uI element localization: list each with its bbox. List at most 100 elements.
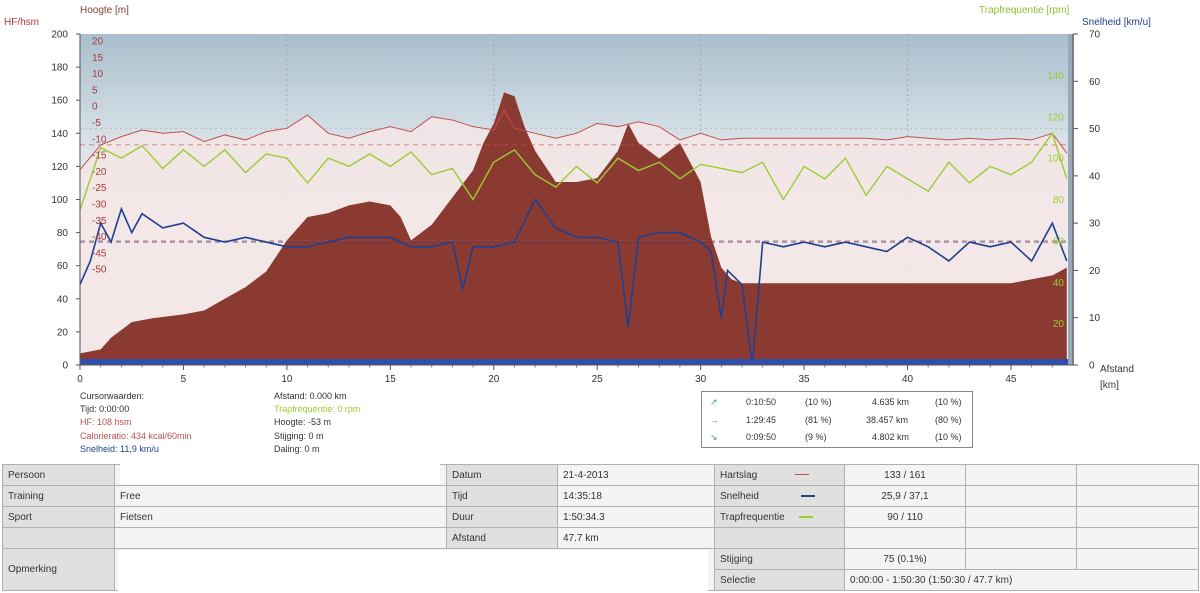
snelheid-label: Snelheid xyxy=(714,485,845,507)
opmerking-label: Opmerking xyxy=(2,548,115,591)
table-row: Sport Fietsen Duur 1:50:34.3 Trapfrequen… xyxy=(2,506,1199,528)
hoogte-tick-label: -45 xyxy=(92,248,107,259)
arrow-right-icon: → xyxy=(710,415,719,425)
snelheid-tick-label: 20 xyxy=(1089,266,1101,277)
trapfrequentie-tick-label: 60 xyxy=(1053,236,1065,247)
snelheid-tick-label: 40 xyxy=(1089,171,1101,182)
stats-dist: 4.635 km xyxy=(872,397,910,407)
training-value: Free xyxy=(114,485,447,507)
trapfrequentie-tick-label: 20 xyxy=(1053,319,1065,330)
trapfrequentie-label: Trapfrequentie xyxy=(714,506,845,528)
arrow-down-right-icon: ↘ xyxy=(710,432,718,442)
stats-row-down: ↘ 0:09:50 (9 %) 4.802 km (10 %) xyxy=(702,432,972,448)
hartslag-line xyxy=(79,109,1068,171)
afstand-label: Afstand xyxy=(446,527,558,549)
trapfrequentie-tick-label: 40 xyxy=(1053,278,1065,289)
hoogte-tick-label: -30 xyxy=(92,200,107,211)
afstand-axis-unit: [km] xyxy=(1100,380,1119,391)
x-axis-bar xyxy=(80,359,1073,365)
hf-tick-label: 120 xyxy=(51,162,68,173)
stats-dist: 38.457 km xyxy=(866,415,909,425)
trapfrequentie-tick-label: 120 xyxy=(1047,112,1064,123)
chart[interactable]: 02040608010012014016018020020151050-5-10… xyxy=(0,0,1200,390)
right-scroll-bar[interactable] xyxy=(1068,34,1074,365)
stats-row-up: ↗ 0:10:50 (10 %) 4.635 km (10 %) xyxy=(702,397,972,413)
afstand-axis-title: Afstand xyxy=(1100,364,1134,375)
hoogte-tick-label: -10 xyxy=(92,134,107,145)
cursor-values-left: Cursorwaarden: Tijd: 0:00:00 HF: 108 hsm… xyxy=(80,390,192,456)
hf-axis-title: HF/hsm xyxy=(4,17,39,28)
table-row: Afstand 47.7 km xyxy=(2,527,1199,549)
sport-label: Sport xyxy=(2,506,115,528)
duur-label: Duur xyxy=(446,506,558,528)
stats-row-flat: → 1:29:45 (81 %) 38.457 km (80 %) xyxy=(702,415,972,431)
hf-tick-label: 160 xyxy=(51,96,68,107)
duur-value: 1:50:34.3 xyxy=(557,506,715,528)
table-row: Selectie 0:00:00 - 1:50:30 (1:50:30 / 47… xyxy=(3,569,1199,591)
stats-dpct: (80 %) xyxy=(935,415,962,425)
hf-tick-label: 40 xyxy=(57,294,69,305)
arrow-up-right-icon: ↗ xyxy=(710,397,718,407)
stats-time: 1:29:45 xyxy=(746,415,777,425)
stats-dist: 4.802 km xyxy=(872,432,910,442)
stats-time: 0:10:50 xyxy=(746,397,777,407)
hoogte-tick-label: -35 xyxy=(92,216,107,227)
tijd-value: 14:35:18 xyxy=(557,485,715,507)
hoogte-tick-label: 0 xyxy=(92,102,98,113)
snelheid-value: 25,9 / 37,1 xyxy=(844,485,966,507)
snelheid-tick-label: 60 xyxy=(1089,77,1101,88)
hoogte-tick-label: 5 xyxy=(92,85,98,96)
cursor-values-right: Afstand: 0.000 km Trapfrequentie: 0 rpm … xyxy=(274,390,360,456)
trapfrequentie-tick-label: 80 xyxy=(1053,195,1065,206)
selectie-value: 0:00:00 - 1:50:30 (1:50:30 / 47.7 km) xyxy=(844,569,1199,591)
afstand-value: 47.7 km xyxy=(557,527,715,549)
snelheid-tick-label: 30 xyxy=(1089,219,1101,230)
hoogte-axis-title: Hoogte [m] xyxy=(80,5,129,16)
stats-pct: (81 %) xyxy=(805,415,832,425)
datum-label: Datum xyxy=(446,464,558,486)
hf-tick-label: 60 xyxy=(57,261,69,272)
hoogte-tick-label: -20 xyxy=(92,167,107,178)
hf-tick-label: 20 xyxy=(57,327,69,338)
hf-tick-label: 180 xyxy=(51,63,68,74)
x-tick-label: 20 xyxy=(488,374,500,385)
hoogte-tick-label: 20 xyxy=(92,37,104,48)
stijging-label: Stijging xyxy=(714,548,845,570)
x-tick-label: 10 xyxy=(281,374,293,385)
hoogte-area xyxy=(80,92,1067,365)
redacted-persoon xyxy=(120,464,440,484)
x-tick-label: 30 xyxy=(695,374,707,385)
selectie-label: Selectie xyxy=(714,569,845,591)
trapfrequentie-tick-label: 100 xyxy=(1047,154,1064,165)
hoogte-tick-label: 10 xyxy=(92,69,104,80)
hoogte-tick-label: -50 xyxy=(92,265,107,276)
x-tick-label: 45 xyxy=(1005,374,1017,385)
hf-tick-label: 140 xyxy=(51,129,68,140)
snelheid-tick-label: 10 xyxy=(1089,313,1101,324)
hoogte-tick-label: -40 xyxy=(92,232,107,243)
x-tick-label: 15 xyxy=(385,374,397,385)
stats-pct: (9 %) xyxy=(805,432,827,442)
cursor-tijd: Tijd: 0:00:00 xyxy=(80,404,130,415)
redacted-opmerking xyxy=(118,550,708,593)
stijging-value: 75 (0.1%) xyxy=(844,548,966,570)
x-tick-label: 35 xyxy=(799,374,811,385)
cursor-stijging: Stijging: 0 m xyxy=(274,430,324,441)
snelheid-line xyxy=(79,197,1068,366)
hf-tick-label: 80 xyxy=(57,228,69,239)
cursor-afstand: Afstand: 0.000 km xyxy=(274,391,347,401)
x-tick-label: 40 xyxy=(902,374,914,385)
hoogte-tick-label: -15 xyxy=(92,151,107,162)
stats-time: 0:09:50 xyxy=(746,432,777,442)
hf-tick-label: 0 xyxy=(62,361,68,372)
trapfrequentie-legend-line xyxy=(798,515,813,518)
snelheid-legend-line xyxy=(800,494,815,497)
snelheid-tick-label: 70 xyxy=(1089,30,1101,41)
trapfrequentie-tick-label: 140 xyxy=(1047,71,1064,82)
trapfrequentie-value: 90 / 110 xyxy=(844,506,966,528)
hartslag-value: 133 / 161 xyxy=(844,464,966,486)
x-tick-label: 25 xyxy=(592,374,604,385)
stats-pct: (10 %) xyxy=(805,397,832,407)
cursor-calorie: Calorieratio: 434 kcal/60min xyxy=(80,430,192,441)
stats-dpct: (10 %) xyxy=(935,397,962,407)
